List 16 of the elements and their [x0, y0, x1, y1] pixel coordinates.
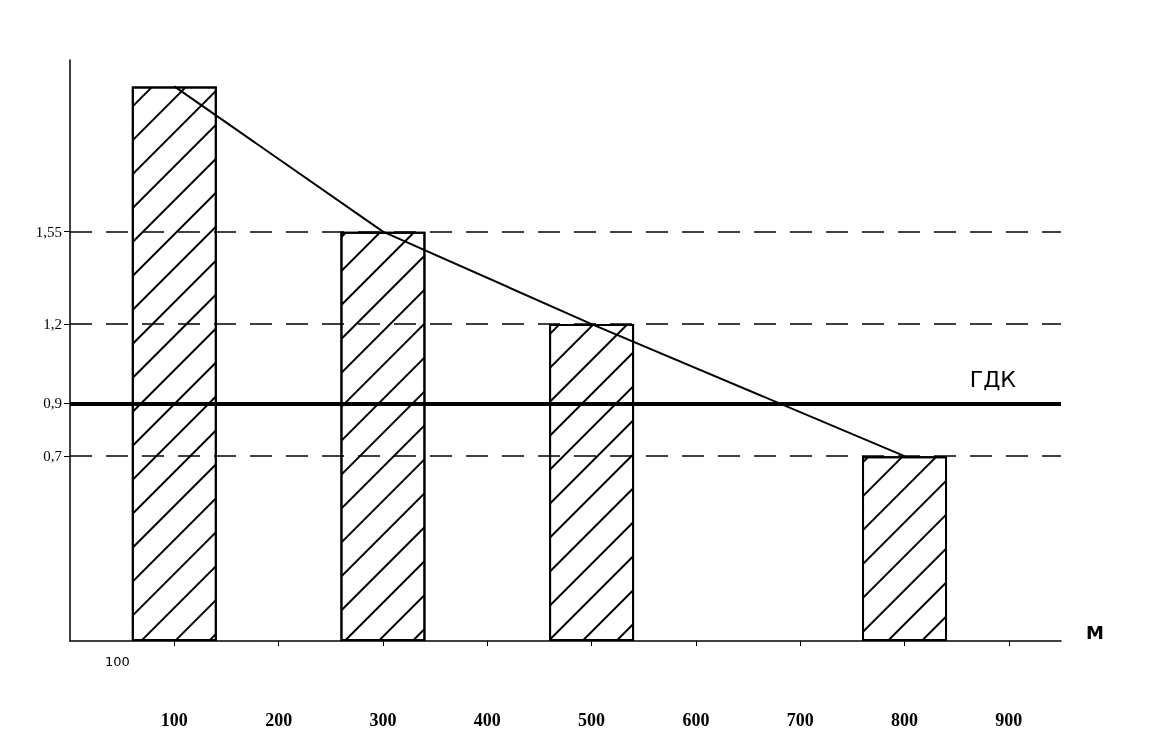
y-tick-label: 0,7	[43, 448, 63, 465]
x-tick-label: 800	[891, 710, 919, 730]
x-tick-label: 600	[682, 710, 710, 730]
x-tick-label: 500	[578, 710, 606, 730]
x-tick-label: 900	[995, 710, 1023, 730]
x-tick-label: 100	[160, 710, 188, 730]
text: 100	[105, 654, 130, 669]
x-tick-label: 700	[786, 710, 814, 730]
x-tick-label: 200	[265, 710, 293, 730]
ref-line-label: ГДК	[969, 366, 1017, 392]
y-tick-label: 1,55	[35, 223, 62, 240]
y-tick-label: 1,2	[43, 316, 62, 333]
x-tick-label: 300	[369, 710, 397, 730]
x-tick-label: 400	[473, 710, 501, 730]
x-axis-title: М	[1086, 621, 1104, 643]
y-tick-label: 0,9	[43, 395, 62, 412]
